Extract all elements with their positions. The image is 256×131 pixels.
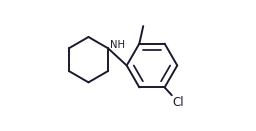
Text: Cl: Cl xyxy=(172,96,184,109)
Text: NH: NH xyxy=(110,40,125,50)
